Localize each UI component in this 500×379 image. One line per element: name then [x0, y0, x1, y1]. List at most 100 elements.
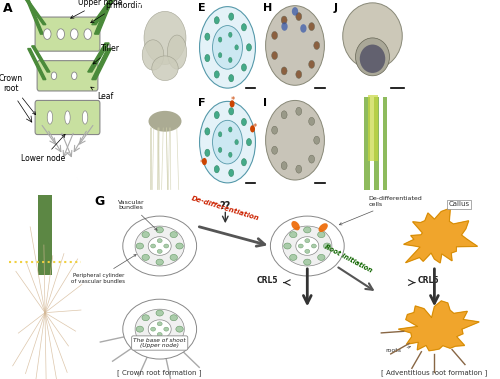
- Polygon shape: [32, 46, 50, 72]
- Circle shape: [212, 121, 242, 164]
- Text: G: G: [94, 195, 104, 208]
- Text: [ Crown root formation ]: [ Crown root formation ]: [118, 369, 202, 376]
- Polygon shape: [88, 43, 109, 72]
- Circle shape: [205, 149, 210, 157]
- Text: C: C: [138, 3, 145, 13]
- Text: Tiller: Tiller: [93, 44, 120, 64]
- Circle shape: [156, 342, 164, 348]
- Circle shape: [135, 226, 184, 266]
- Circle shape: [170, 254, 177, 260]
- Circle shape: [148, 237, 171, 255]
- Circle shape: [305, 239, 310, 243]
- Bar: [364, 97, 370, 190]
- Text: De-differentiation: De-differentiation: [190, 196, 260, 222]
- Ellipse shape: [168, 35, 186, 69]
- Text: Upper node: Upper node: [70, 0, 123, 18]
- Circle shape: [272, 126, 278, 134]
- Polygon shape: [26, 0, 43, 34]
- Circle shape: [246, 44, 252, 51]
- Text: J: J: [334, 3, 338, 13]
- Text: *: *: [200, 159, 204, 168]
- Circle shape: [281, 67, 287, 75]
- Polygon shape: [92, 0, 117, 25]
- Circle shape: [304, 227, 311, 233]
- Circle shape: [228, 58, 232, 63]
- Text: CRL5: CRL5: [418, 276, 440, 285]
- Circle shape: [312, 244, 316, 248]
- Circle shape: [123, 299, 196, 359]
- Circle shape: [235, 139, 238, 145]
- Circle shape: [170, 338, 177, 343]
- Circle shape: [70, 29, 78, 39]
- Circle shape: [270, 216, 344, 276]
- Circle shape: [298, 244, 303, 248]
- Circle shape: [290, 254, 297, 260]
- Circle shape: [142, 254, 150, 260]
- Circle shape: [266, 6, 324, 85]
- Circle shape: [205, 128, 210, 135]
- Text: ??: ??: [220, 202, 231, 211]
- Text: Peripheral cylinder
of vascular bundles: Peripheral cylinder of vascular bundles: [71, 255, 136, 283]
- Circle shape: [296, 165, 302, 173]
- Circle shape: [308, 23, 314, 31]
- Text: E: E: [198, 3, 205, 13]
- Circle shape: [242, 23, 246, 31]
- Ellipse shape: [144, 11, 186, 64]
- Ellipse shape: [292, 221, 300, 230]
- Text: A: A: [2, 2, 12, 15]
- Polygon shape: [28, 49, 46, 80]
- Circle shape: [142, 338, 150, 343]
- Text: [ Adventitious root formation ]: [ Adventitious root formation ]: [382, 369, 488, 376]
- Ellipse shape: [142, 40, 164, 70]
- Circle shape: [148, 320, 171, 338]
- Polygon shape: [24, 0, 46, 25]
- Circle shape: [229, 169, 234, 177]
- Circle shape: [218, 132, 222, 137]
- Circle shape: [290, 232, 297, 238]
- Circle shape: [150, 244, 156, 248]
- Circle shape: [164, 244, 168, 248]
- Text: Vascular
bundles: Vascular bundles: [118, 200, 157, 230]
- Bar: [368, 95, 378, 161]
- Text: *: *: [230, 96, 234, 105]
- Circle shape: [314, 136, 320, 144]
- Circle shape: [360, 45, 385, 73]
- Text: I: I: [263, 97, 267, 108]
- Bar: [382, 97, 387, 190]
- Circle shape: [308, 60, 314, 68]
- Circle shape: [84, 29, 92, 39]
- Circle shape: [156, 227, 164, 233]
- Circle shape: [142, 315, 150, 321]
- Ellipse shape: [318, 223, 328, 232]
- Circle shape: [214, 17, 219, 24]
- Text: *: *: [253, 123, 257, 132]
- Text: roots: roots: [386, 346, 410, 353]
- Circle shape: [44, 29, 51, 39]
- Circle shape: [218, 37, 222, 42]
- Text: D: D: [138, 97, 146, 108]
- Circle shape: [214, 71, 219, 78]
- Circle shape: [170, 232, 177, 238]
- Circle shape: [200, 101, 256, 183]
- Circle shape: [308, 155, 314, 163]
- Circle shape: [300, 24, 306, 33]
- Text: Root initiation: Root initiation: [324, 243, 373, 274]
- Circle shape: [218, 53, 222, 58]
- Circle shape: [228, 32, 232, 37]
- Circle shape: [292, 7, 298, 16]
- FancyBboxPatch shape: [35, 17, 100, 51]
- Circle shape: [246, 139, 252, 146]
- Circle shape: [324, 243, 331, 249]
- Circle shape: [229, 75, 234, 82]
- Circle shape: [157, 239, 162, 243]
- Circle shape: [214, 166, 219, 173]
- Circle shape: [242, 118, 246, 125]
- Circle shape: [157, 322, 162, 326]
- Text: F: F: [198, 97, 205, 108]
- Circle shape: [282, 22, 288, 31]
- Circle shape: [136, 243, 143, 249]
- Circle shape: [318, 232, 325, 238]
- Circle shape: [242, 159, 246, 166]
- Ellipse shape: [148, 111, 182, 132]
- Text: Callus: Callus: [448, 201, 469, 207]
